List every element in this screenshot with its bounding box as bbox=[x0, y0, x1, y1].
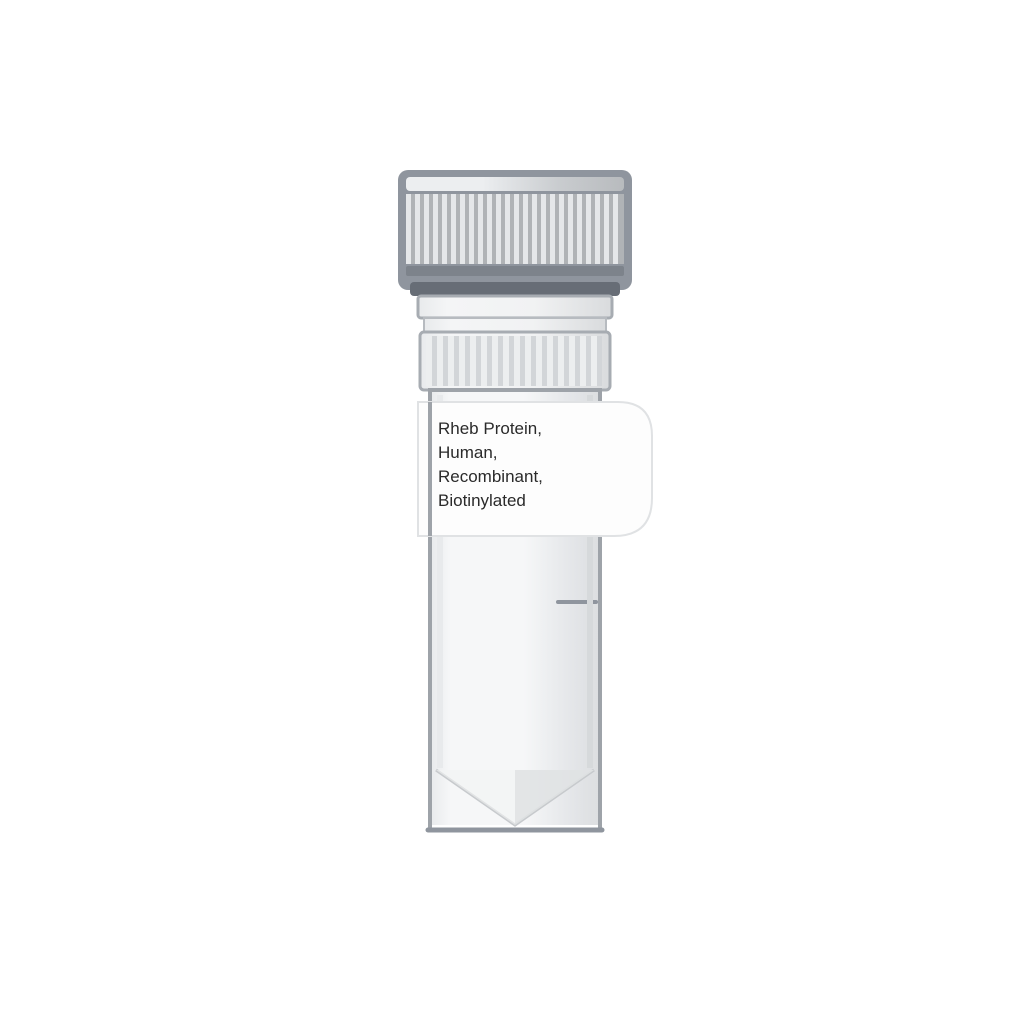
vial-neck bbox=[418, 296, 612, 390]
label-line-2: Human, bbox=[438, 443, 498, 462]
label-line-1: Rheb Protein, bbox=[438, 419, 542, 438]
label-line-3: Recombinant, bbox=[438, 467, 543, 486]
vial-illustration: Rheb Protein, Human, Recombinant, Biotin… bbox=[370, 170, 660, 850]
vial-label: Rheb Protein, Human, Recombinant, Biotin… bbox=[418, 402, 652, 536]
vial-cap bbox=[398, 170, 632, 296]
vial-svg: Rheb Protein, Human, Recombinant, Biotin… bbox=[370, 170, 660, 850]
label-line-4: Biotinylated bbox=[438, 491, 526, 510]
